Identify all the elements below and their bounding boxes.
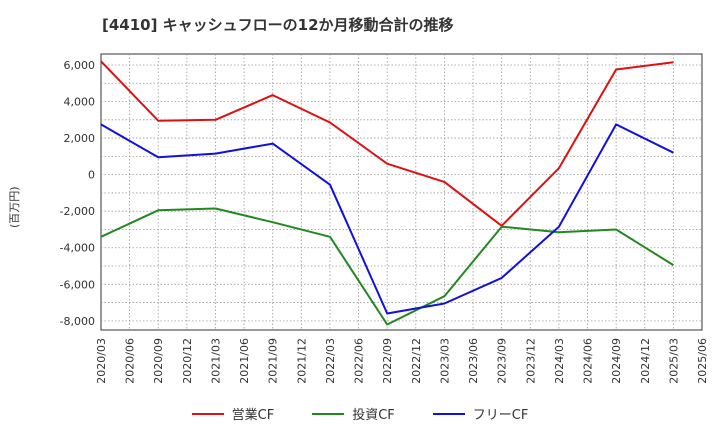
legend-item-investing-cf: 投資CF	[312, 404, 395, 423]
x-tick-label: 2021/12	[295, 338, 308, 384]
y-tick-label: -2,000	[60, 205, 95, 218]
y-tick-label: 4,000	[64, 96, 96, 109]
x-tick-label: 2024/09	[610, 338, 623, 384]
x-tick-label: 2022/03	[324, 338, 337, 384]
x-tick-label: 2024/06	[582, 338, 595, 384]
x-tick-label: 2022/06	[353, 338, 366, 384]
legend-item-operating-cf: 営業CF	[191, 404, 275, 423]
y-tick-label: -8,000	[60, 315, 95, 328]
y-tick-label: 2,000	[64, 132, 96, 145]
x-tick-label: 2021/06	[238, 338, 251, 384]
x-tick-label: 2023/12	[524, 338, 537, 384]
x-tick-label: 2022/12	[410, 338, 423, 384]
legend-label-investing-cf: 投資CF	[352, 408, 395, 423]
x-tick-label: 2020/09	[152, 338, 165, 384]
x-tick-label: 2022/09	[381, 338, 394, 384]
x-tick-label: 2020/06	[124, 338, 137, 384]
legend-swatch-free-cf	[432, 412, 465, 415]
series-line-2	[100, 123, 674, 315]
x-tick-label: 2020/12	[181, 338, 194, 384]
y-tick-label: 6,000	[64, 59, 96, 72]
x-tick-label: 2023/03	[438, 338, 451, 384]
legend-swatch-operating-cf	[191, 412, 224, 415]
x-tick-label: 2021/09	[267, 338, 280, 384]
legend-label-free-cf: フリーCF	[472, 408, 529, 423]
x-tick-label: 2025/03	[667, 338, 680, 384]
legend-item-free-cf: フリーCF	[432, 404, 529, 423]
x-tick-label: 2024/12	[639, 338, 652, 384]
x-tick-label: 2023/09	[496, 338, 509, 384]
y-tick-label: 0	[88, 169, 95, 182]
legend-swatch-investing-cf	[312, 412, 345, 415]
plot-frame	[100, 53, 703, 331]
x-tick-label: 2021/03	[209, 338, 222, 384]
chart-title: [4410] キャッシュフローの12か月移動合計の推移	[102, 16, 454, 34]
legend: 営業CF 投資CF フリーCF	[0, 404, 720, 423]
series-line-1	[100, 207, 674, 326]
series-line-0	[100, 60, 674, 227]
x-tick-label: 2025/06	[696, 338, 709, 384]
x-tick-label: 2024/03	[553, 338, 566, 384]
legend-label-operating-cf: 営業CF	[231, 408, 275, 423]
y-tick-label: -4,000	[60, 242, 95, 255]
y-tick-label: -6,000	[60, 278, 95, 291]
x-tick-label: 2020/03	[95, 338, 108, 384]
x-tick-label: 2023/06	[467, 338, 480, 384]
